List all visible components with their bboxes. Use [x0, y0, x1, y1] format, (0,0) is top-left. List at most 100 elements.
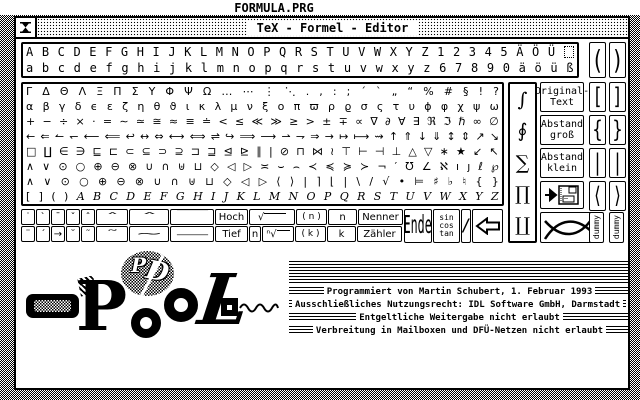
symbol-cell[interactable]: i — [153, 60, 161, 75]
symbol-cell[interactable]: χ — [457, 100, 464, 113]
symbol-cell[interactable]: Ä — [516, 44, 524, 59]
symbol-cell[interactable]: ⋮ — [263, 85, 275, 98]
symbol-cell[interactable]: ▽ — [424, 145, 433, 158]
symbol-cell[interactable]: m — [216, 60, 224, 75]
symbol-cell[interactable]: L — [253, 190, 261, 203]
symbol-cell[interactable]: ↦ — [339, 130, 349, 143]
symbol-cell[interactable]: X — [459, 190, 467, 203]
toolbar-button[interactable]: ¨ — [21, 226, 35, 242]
toolbar-button[interactable]: ⁿ√ — [262, 226, 294, 242]
dummy-button-2[interactable]: dummy — [609, 212, 624, 243]
symbol-cell[interactable]: g — [121, 60, 129, 75]
symbol-cell[interactable]: ≤ — [234, 115, 245, 128]
symbol-cell[interactable]: ⊎ — [187, 175, 197, 188]
symbol-cell[interactable]: E — [89, 44, 97, 59]
symbol-cell[interactable]: ↼ — [54, 130, 65, 143]
symbol-cell[interactable]: ? — [493, 85, 499, 98]
symbol-cell[interactable]: v — [359, 60, 367, 75]
symbol-cell[interactable]: β — [42, 100, 50, 113]
symbol-cell[interactable]: G — [120, 44, 129, 59]
symbol-cell[interactable]: ⇑ — [403, 130, 413, 143]
symbol-cell[interactable]: J — [223, 190, 229, 203]
paren-close-button[interactable]: ) — [609, 42, 626, 78]
symbol-cell[interactable]: ↕ — [446, 130, 456, 143]
symbol-cell[interactable]: C — [57, 44, 65, 59]
symbol-cell[interactable]: ⇔ — [154, 130, 164, 143]
symbol-cell[interactable]: σ — [360, 100, 368, 113]
symbol-cell[interactable]: ○ — [79, 175, 89, 188]
symbol-cell[interactable]: ς — [376, 100, 384, 113]
symbol-cell[interactable]: V — [423, 190, 432, 203]
symbol-cell[interactable]: W — [439, 190, 451, 203]
symbol-cell[interactable]: Γ — [26, 85, 33, 98]
symbol-cell[interactable]: ∨ — [42, 160, 51, 173]
symbol-cell[interactable]: ρ — [328, 100, 336, 113]
symbol-cell[interactable]: H — [136, 44, 144, 59]
symbol-cell[interactable]: 8 — [470, 60, 479, 75]
symbol-cell[interactable]: ß — [566, 60, 574, 75]
symbol-cell[interactable]: ⋈ — [311, 145, 323, 158]
pair-button[interactable]: ⟨ — [589, 181, 606, 211]
symbol-cell[interactable]: } — [491, 175, 499, 188]
dummy-button-1[interactable]: dummy — [589, 212, 604, 243]
symbol-cell[interactable]: ≻ — [360, 160, 370, 173]
symbol-cell[interactable]: e — [89, 60, 97, 75]
symbol-cell[interactable]: η — [137, 100, 145, 113]
symbol-cell[interactable]: ∞ — [472, 115, 482, 128]
symbol-cell[interactable]: N — [231, 44, 239, 59]
symbol-cell[interactable]: { — [475, 175, 483, 188]
symbol-cell[interactable]: ⊣ — [374, 145, 385, 158]
symbol-cell[interactable]: … — [221, 85, 233, 98]
toolbar-button[interactable]: ˜ — [96, 226, 128, 242]
symbol-cell[interactable]: ⇕ — [460, 130, 471, 143]
symbol-cell[interactable]: ⊂ — [125, 145, 135, 158]
symbol-cell[interactable]: / — [369, 175, 374, 188]
symbol-cell[interactable]: # — [443, 85, 453, 98]
symbol-cell[interactable]: ! — [478, 85, 484, 98]
symbol-cell[interactable]: ∥ — [256, 145, 262, 158]
symbol-cell[interactable]: λ — [214, 100, 222, 113]
toolbar-button[interactable]: ˘ — [66, 226, 80, 242]
symbol-cell[interactable]: ⊓ — [296, 145, 305, 158]
symbol-cell[interactable]: S — [310, 44, 318, 59]
symbol-cell[interactable]: Ξ — [96, 85, 104, 98]
symbol-cell[interactable]: ι — [185, 100, 190, 113]
symbol-cell[interactable]: V — [358, 44, 366, 59]
symbol-cell[interactable]: ϑ — [169, 100, 177, 113]
symbol-cell[interactable]: Φ — [165, 85, 175, 98]
symbol-cell[interactable]: + — [26, 115, 36, 128]
symbol-cell[interactable]: Y — [405, 44, 413, 59]
toolbar-button[interactable]: ˆ — [129, 209, 169, 225]
symbol-cell[interactable]: ⊖ — [116, 175, 126, 188]
symbol-cell[interactable]: | — [268, 145, 273, 158]
symbol-cell[interactable]: : — [332, 85, 337, 98]
symbol-cell[interactable]: ⟺ — [189, 130, 206, 143]
symbol-cell[interactable]: R — [357, 190, 366, 203]
symbol-cell[interactable]: ξ — [262, 100, 269, 113]
symbol-cell[interactable]: ϕ — [424, 100, 432, 113]
symbol-cell[interactable]: ◇ — [210, 160, 219, 173]
pair-button[interactable]: | — [609, 148, 626, 178]
symbol-cell[interactable]: ≫ — [270, 115, 282, 128]
symbol-cell[interactable]: ↗ — [475, 130, 485, 143]
pair-button[interactable]: | — [589, 148, 606, 178]
symbol-cell[interactable]: ⊨ — [414, 175, 424, 188]
symbol-cell[interactable]: ⌢ — [292, 160, 301, 173]
symbol-cell[interactable]: T — [389, 190, 398, 203]
close-button[interactable] — [16, 18, 37, 37]
symbol-cell[interactable]: N — [288, 190, 299, 203]
symbol-cell[interactable]: a — [26, 60, 34, 75]
symbol-cell[interactable]: α — [26, 100, 34, 113]
symbol-cell[interactable]: I — [211, 190, 216, 203]
backspace-button[interactable] — [472, 209, 503, 243]
toolbar-button[interactable]: ~ — [129, 226, 169, 242]
toolbar-button[interactable]: Tief — [215, 226, 248, 242]
symbol-cell[interactable]: ↩ — [125, 130, 135, 143]
symbol-cell[interactable]: h — [137, 60, 145, 75]
symbol-cell[interactable]: ∩ — [170, 175, 179, 188]
symbol-cell[interactable]: ≐ — [201, 115, 212, 128]
symbol-cell[interactable]: ⟷ — [168, 130, 185, 143]
symbol-cell[interactable]: ⊗ — [127, 160, 138, 173]
symbol-cell[interactable]: ] — [38, 190, 43, 203]
toolbar-button[interactable]: n — [249, 226, 261, 242]
